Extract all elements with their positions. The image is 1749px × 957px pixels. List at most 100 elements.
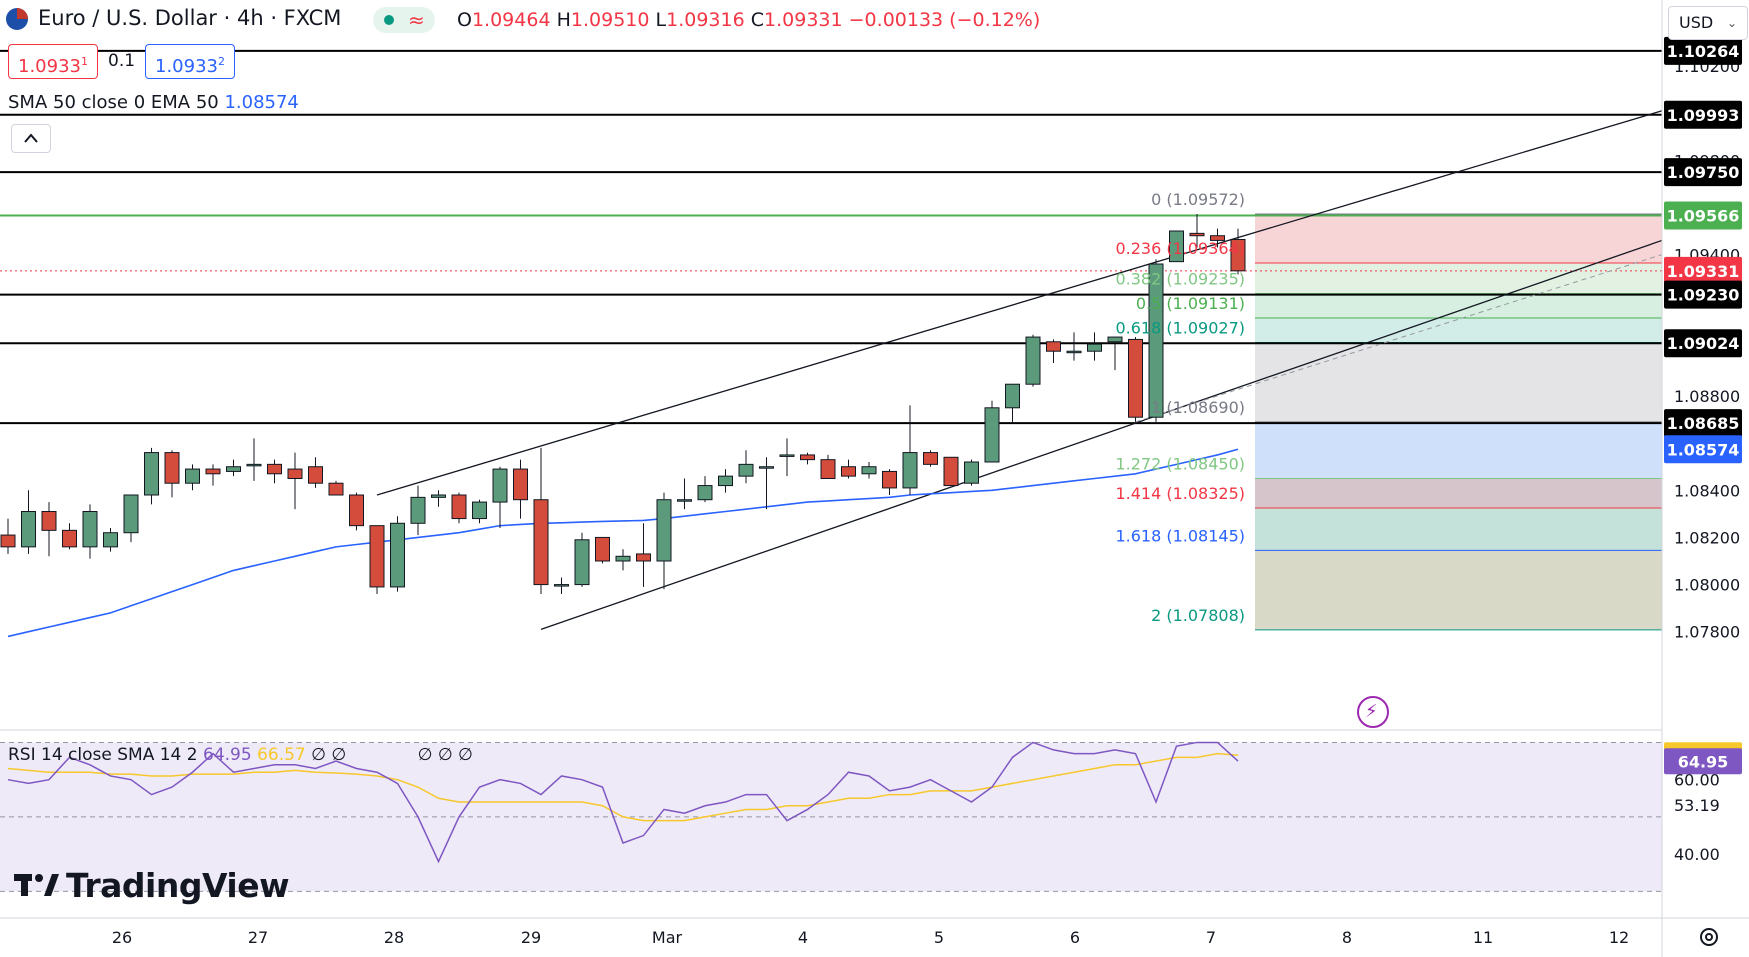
fib-label: 2 (1.07808)	[1151, 606, 1245, 625]
candle	[308, 457, 323, 488]
candle-body	[984, 407, 1000, 463]
price-tag: 1.09993	[1664, 100, 1742, 129]
candle-body	[410, 496, 426, 524]
price-tag-bg	[1664, 280, 1742, 309]
rsi-level-tag: 53.19	[1674, 796, 1720, 815]
candle-body	[328, 482, 344, 496]
candle	[1046, 339, 1061, 363]
candle	[41, 502, 57, 557]
price-tag: 1.09566	[1664, 201, 1742, 230]
fib-label: 0.618 (1.09027)	[1115, 318, 1245, 337]
live-dot-icon	[384, 15, 394, 25]
candle-body	[267, 463, 282, 475]
candle	[554, 577, 569, 594]
tradingview-logo[interactable]: TradingView	[12, 866, 290, 906]
candle-body	[1230, 238, 1246, 272]
time-tick-label: Mar	[652, 928, 683, 947]
fib-label: 0.5 (1.09131)	[1136, 294, 1245, 313]
symbol-title[interactable]: Euro / U.S. Dollar · 4h · FXCM	[38, 6, 342, 30]
candle	[451, 492, 467, 524]
candle	[1107, 336, 1123, 371]
candle	[103, 528, 118, 552]
candle-body	[1046, 341, 1061, 352]
candle	[574, 532, 590, 587]
horizontal-levels	[0, 49, 1662, 425]
candle-body	[308, 466, 323, 484]
candle	[738, 450, 754, 484]
candle	[800, 452, 815, 465]
rsi-tick-label: 40.00	[1674, 845, 1720, 864]
candle	[964, 459, 979, 486]
price-tag-bg	[1664, 36, 1742, 65]
currency-select[interactable]: USD ⌄	[1668, 6, 1748, 40]
candle-body	[902, 452, 918, 489]
candle	[1087, 332, 1102, 361]
ohlc-readout: O1.09464 H1.09510 L1.09316 C1.09331 −0.0…	[457, 9, 1041, 31]
market-status-badge[interactable]: ≈	[373, 7, 435, 33]
trend-channel	[376, 110, 1663, 630]
fib-zone	[1255, 478, 1662, 508]
rsi-value-tag-label: 64.95	[1678, 752, 1729, 771]
ema-line	[7, 448, 1239, 638]
fib-zone	[1255, 507, 1662, 551]
candle	[287, 452, 303, 510]
rsi-legend[interactable]: RSI 14 close SMA 14 2 64.95 66.57 ∅ ∅ ∅ …	[8, 745, 473, 765]
fib-trend-dashed	[1135, 254, 1663, 423]
fib-label: 1 (1.08690)	[1151, 398, 1245, 417]
candle	[1230, 228, 1246, 275]
candle	[1169, 230, 1184, 263]
candle	[369, 525, 385, 594]
candle	[267, 459, 282, 484]
candle-body	[533, 499, 549, 586]
candle	[820, 454, 836, 479]
candle	[943, 456, 959, 487]
candle	[1148, 259, 1164, 422]
candle-body	[123, 494, 139, 534]
buy-button[interactable]: 1.09332	[145, 44, 235, 79]
candle-body	[82, 511, 98, 548]
candle	[82, 504, 98, 559]
price-tag: 1.09230	[1664, 280, 1742, 309]
candle	[0, 518, 16, 554]
candle	[882, 469, 897, 495]
candle-body	[1189, 232, 1205, 237]
candle-body	[554, 584, 569, 587]
price-tag-label: 1.10264	[1667, 42, 1740, 61]
candle-body	[103, 532, 118, 548]
candle-body	[1148, 263, 1164, 418]
candle	[492, 466, 508, 528]
price-tag-label: 1.09331	[1667, 262, 1740, 281]
collapse-legend-button[interactable]	[11, 124, 51, 153]
candle	[656, 492, 672, 590]
candle-body	[964, 461, 979, 484]
fib-zone	[1255, 293, 1662, 318]
fib-label: 1.618 (1.08145)	[1115, 526, 1245, 545]
candle	[841, 459, 856, 479]
price-tag: 1.10264	[1664, 36, 1742, 65]
candle	[513, 459, 528, 519]
candle	[923, 450, 938, 467]
candle	[349, 492, 364, 531]
settings-gear-icon[interactable]	[1696, 924, 1722, 950]
sell-button[interactable]: 1.09331	[8, 44, 98, 79]
fib-label: 1.414 (1.08325)	[1115, 484, 1245, 503]
candle	[246, 438, 262, 481]
candle-body	[0, 534, 16, 548]
rsi-tick-label: 60.00	[1674, 771, 1720, 790]
price-tag-label: 1.09230	[1667, 286, 1740, 305]
price-tag: 1.08574	[1664, 435, 1742, 464]
price-tag-label: 1.09750	[1667, 163, 1740, 182]
indicator-legend[interactable]: SMA 50 close 0 EMA 50 1.08574	[8, 92, 299, 113]
time-tick-label: 8	[1342, 928, 1352, 947]
price-tag-label: 1.09024	[1667, 334, 1740, 353]
rsi-ma-line	[7, 752, 1239, 822]
flash-alert-icon[interactable]: ⚡	[1357, 696, 1389, 728]
candle	[1128, 337, 1143, 422]
candle-body	[164, 452, 180, 484]
price-tag-label: 1.08685	[1667, 414, 1740, 433]
time-tick-label: 4	[798, 928, 808, 947]
candle-body	[677, 499, 692, 502]
candle	[984, 400, 1000, 463]
